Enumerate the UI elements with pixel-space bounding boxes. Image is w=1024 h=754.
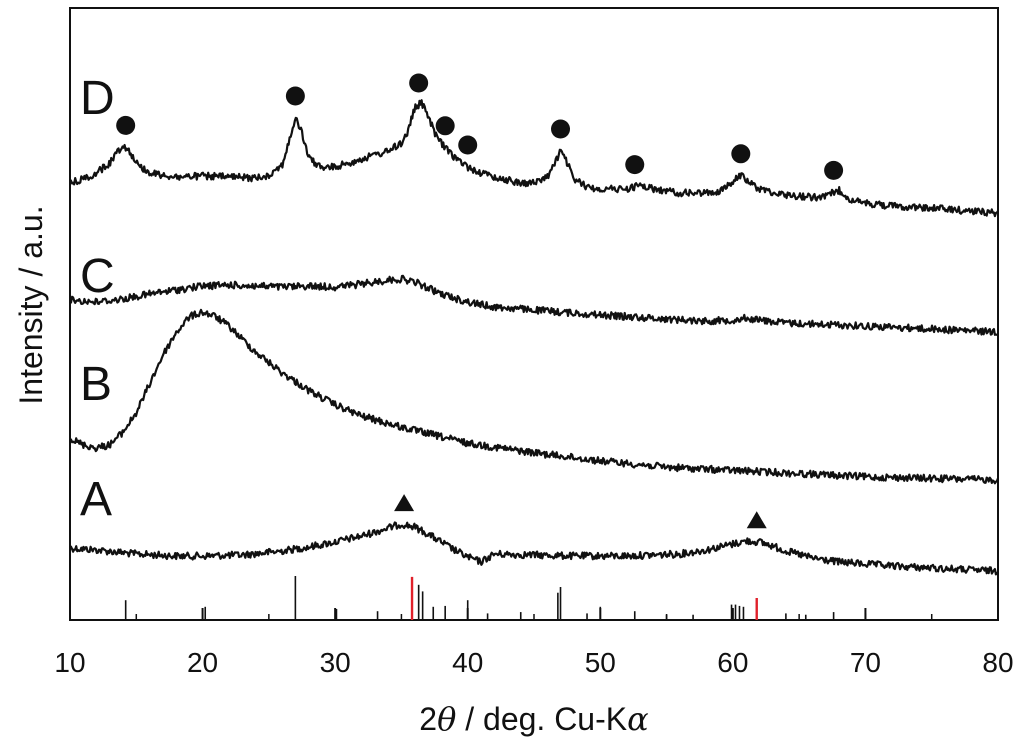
x-tick-label-30: 30 [320, 647, 351, 678]
reference-pattern [124, 576, 867, 620]
peak-marker-triangle [394, 494, 415, 512]
x-tick-label-20: 20 [187, 647, 218, 678]
peak-marker-circle [625, 155, 645, 175]
curve-labels: A B C D [80, 72, 115, 526]
peak-marker-circle [116, 115, 136, 135]
diffraction-traces [68, 99, 1000, 576]
trace-C [69, 274, 999, 337]
curve-label-D: D [80, 72, 115, 125]
curve-label-B: B [80, 358, 112, 411]
curve-label-A: A [80, 473, 112, 526]
x-axis-ticks: 10 20 30 40 50 60 70 80 [54, 608, 1014, 678]
trace-B [69, 308, 1000, 485]
trace-A [68, 521, 999, 576]
peak-marker-circle [731, 144, 751, 164]
peak-marker-circle [409, 73, 429, 93]
x-axis-title: 2θ / deg. Cu-Kα [419, 700, 648, 738]
peak-marker-circle [435, 116, 455, 136]
curve-label-C: C [80, 250, 115, 303]
x-tick-label-50: 50 [585, 647, 616, 678]
y-axis-title: Intensity / a.u. [13, 205, 49, 404]
peak-marker-circle [824, 160, 844, 180]
trace-D [69, 99, 999, 218]
peak-markers [116, 73, 844, 529]
peak-marker-circle [551, 119, 571, 139]
peak-marker-triangle [746, 511, 767, 529]
peak-marker-circle [458, 135, 478, 155]
peak-marker-circle [285, 86, 305, 106]
x-tick-label-80: 80 [982, 647, 1013, 678]
x-tick-label-70: 70 [850, 647, 881, 678]
x-tick-label-60: 60 [717, 647, 748, 678]
x-tick-label-40: 40 [452, 647, 483, 678]
x-tick-label-10: 10 [54, 647, 85, 678]
